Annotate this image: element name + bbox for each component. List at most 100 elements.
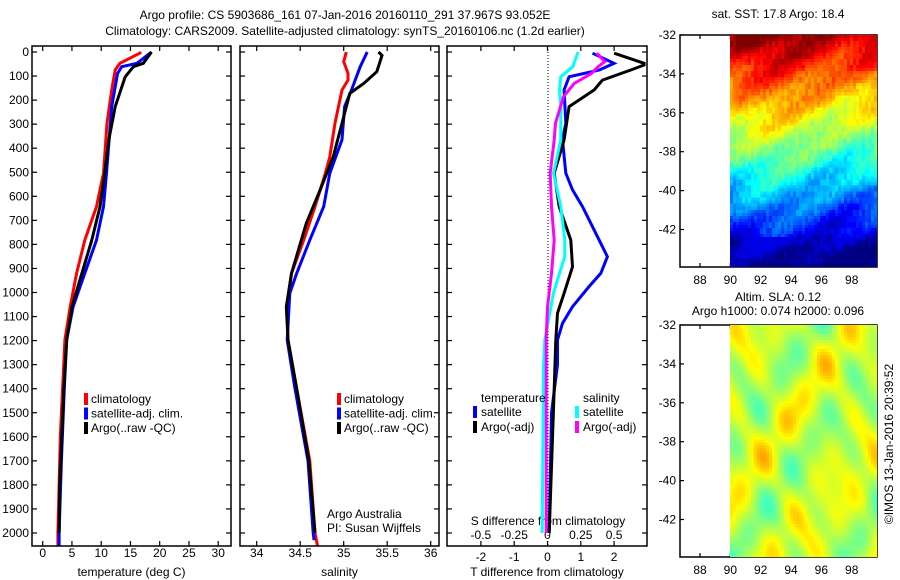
figure-title-line1: Argo profile: CS 5903686_161 07-Jan-2016…: [140, 8, 551, 22]
difference-profile-salinity-argo-adj-line: [544, 52, 608, 533]
legend-label-climatology: climatology: [344, 392, 404, 406]
temperature-profile-argo-raw-qc-line: [57, 51, 153, 534]
x-tick-label: 2: [611, 550, 618, 564]
depth-tick-label: 700: [9, 213, 29, 227]
s-diff-tick-label: -0.5: [471, 528, 492, 542]
salinity-profile-axes: [239, 45, 440, 547]
x-tick-label: 30: [212, 546, 226, 560]
legend-swatch-satellite-adj-clim: [337, 407, 341, 420]
s-diff-tick-label: 0: [544, 528, 551, 542]
depth-tick-label: 200: [9, 93, 29, 107]
legend-label-salinity-satellite: satellite: [583, 405, 624, 419]
depth-tick-label: 2000: [2, 526, 29, 540]
x-tick-label: 34.5: [289, 546, 313, 560]
map-x-tick-label: 94: [784, 563, 798, 577]
map-y-tick-label: -34: [659, 67, 677, 81]
temperature-profile-axes: [31, 45, 232, 547]
depth-tick-label: 1100: [3, 310, 29, 324]
x-axis-label: temperature (deg C): [77, 565, 185, 579]
difference-profile-temperature-argo-adj-line: [547, 51, 646, 534]
map-x-tick-label: 96: [815, 563, 829, 577]
legend-title-temperature: temperature: [481, 391, 546, 405]
depth-tick-label: 1500: [2, 406, 29, 420]
salinity-profile-argo-raw-qc-line: [284, 50, 384, 534]
sla-map-image: [730, 325, 877, 557]
depth-tick-label: 900: [9, 261, 29, 275]
depth-tick-label: 300: [9, 117, 29, 131]
map-y-tick-label: -40: [659, 184, 677, 198]
map-x-tick-label: 96: [815, 273, 829, 287]
credit-line1: Argo Australia: [327, 507, 402, 521]
sla-map-title: Altim. SLA: 0.12: [735, 290, 821, 304]
depth-tick-label: 800: [9, 237, 29, 251]
depth-tick-label: 600: [9, 189, 29, 203]
map-y-tick-label: -42: [659, 223, 677, 237]
salinity-profile-climatology-line: [285, 51, 350, 547]
depth-tick-label: 1200: [2, 334, 29, 348]
legend-label-temperature-satellite: satellite: [481, 405, 522, 419]
map-y-tick-label: -38: [659, 145, 677, 159]
x-tick-label: 15: [124, 546, 138, 560]
x-tick-label: 36: [424, 546, 438, 560]
legend-swatch-temperature-argo-adj: [473, 421, 477, 433]
credit-line2: PI: Susan Wijffels: [327, 521, 421, 535]
legend-swatch-salinity-satellite: [575, 406, 579, 418]
map-y-tick-label: -34: [659, 357, 677, 371]
x-tick-label: 0: [544, 550, 551, 564]
map-y-tick-label: -32: [659, 318, 677, 332]
legend-swatch-climatology: [337, 393, 341, 405]
s-diff-tick-label: 0.25: [569, 528, 593, 542]
legend-label-satellite-adj-clim: satellite-adj. clim.: [344, 407, 436, 421]
depth-tick-label: 400: [9, 141, 29, 155]
map-y-tick-label: -32: [659, 28, 677, 42]
depth-tick-label: 1900: [2, 502, 29, 516]
x-axis-label: salinity: [321, 565, 358, 579]
x-tick-label: 25: [182, 546, 196, 560]
legend-swatch-argo-raw-qc: [84, 422, 88, 434]
map-y-tick-label: -40: [659, 474, 677, 488]
legend-label-argo-raw-qc: Argo(..raw -QC): [91, 421, 176, 435]
difference-profile-axes: [446, 45, 648, 547]
depth-tick-label: 1300: [2, 358, 29, 372]
difference-profile-temperature-satellite-line: [547, 51, 618, 534]
x-tick-label: 20: [153, 546, 167, 560]
legend-swatch-climatology: [84, 393, 88, 405]
x-tick-label: 1: [577, 550, 584, 564]
map-x-tick-label: 90: [724, 273, 738, 287]
map-x-tick-label: 92: [754, 563, 768, 577]
sst-map-title: sat. SST: 17.8 Argo: 18.4: [712, 7, 845, 21]
map-y-tick-label: -42: [659, 513, 677, 527]
map-x-tick-label: 94: [784, 273, 798, 287]
map-x-tick-label: 88: [693, 563, 707, 577]
temperature-profile-climatology-line: [56, 50, 143, 547]
x-tick-label: 35: [337, 546, 351, 560]
map-x-tick-label: 88: [693, 273, 707, 287]
depth-tick-label: 100: [9, 69, 29, 83]
sst-map-image: [730, 35, 877, 267]
legend-label-climatology: climatology: [91, 392, 151, 406]
map-y-tick-label: -36: [659, 396, 677, 410]
legend-label-satellite-adj-clim: satellite-adj. clim.: [91, 407, 183, 421]
map-y-tick-label: -38: [659, 435, 677, 449]
x-tick-label: -1: [509, 550, 520, 564]
map-x-tick-label: 98: [845, 273, 859, 287]
x-tick-label: 35.5: [376, 546, 400, 560]
depth-tick-label: 0: [22, 45, 29, 59]
timestamp-label: ©IMOS 13-Jan-2016 20:39:52: [882, 364, 896, 525]
depth-tick-label: 1600: [2, 430, 29, 444]
x-axis-label: T difference from climatology: [470, 565, 624, 579]
legend-swatch-satellite-adj-clim: [84, 407, 88, 420]
depth-tick-label: 1400: [2, 382, 29, 396]
figure-title-line2: Climatology: CARS2009. Satellite-adjuste…: [105, 24, 585, 38]
legend-label-salinity-argo-adj: Argo(-adj): [583, 420, 636, 434]
legend-label-argo-raw-qc: Argo(..raw -QC): [344, 421, 429, 435]
salinity-profile-satellite-adj-clim-line: [285, 51, 369, 541]
depth-tick-label: 500: [9, 165, 29, 179]
map-x-tick-label: 92: [754, 273, 768, 287]
sla-map-title: Argo h1000: 0.074 h2000: 0.096: [692, 304, 864, 318]
legend-title-salinity: salinity: [583, 391, 620, 405]
legend-label-temperature-argo-adj: Argo(-adj): [481, 420, 534, 434]
legend-swatch-temperature-satellite: [473, 406, 477, 418]
depth-tick-label: 1800: [2, 478, 29, 492]
